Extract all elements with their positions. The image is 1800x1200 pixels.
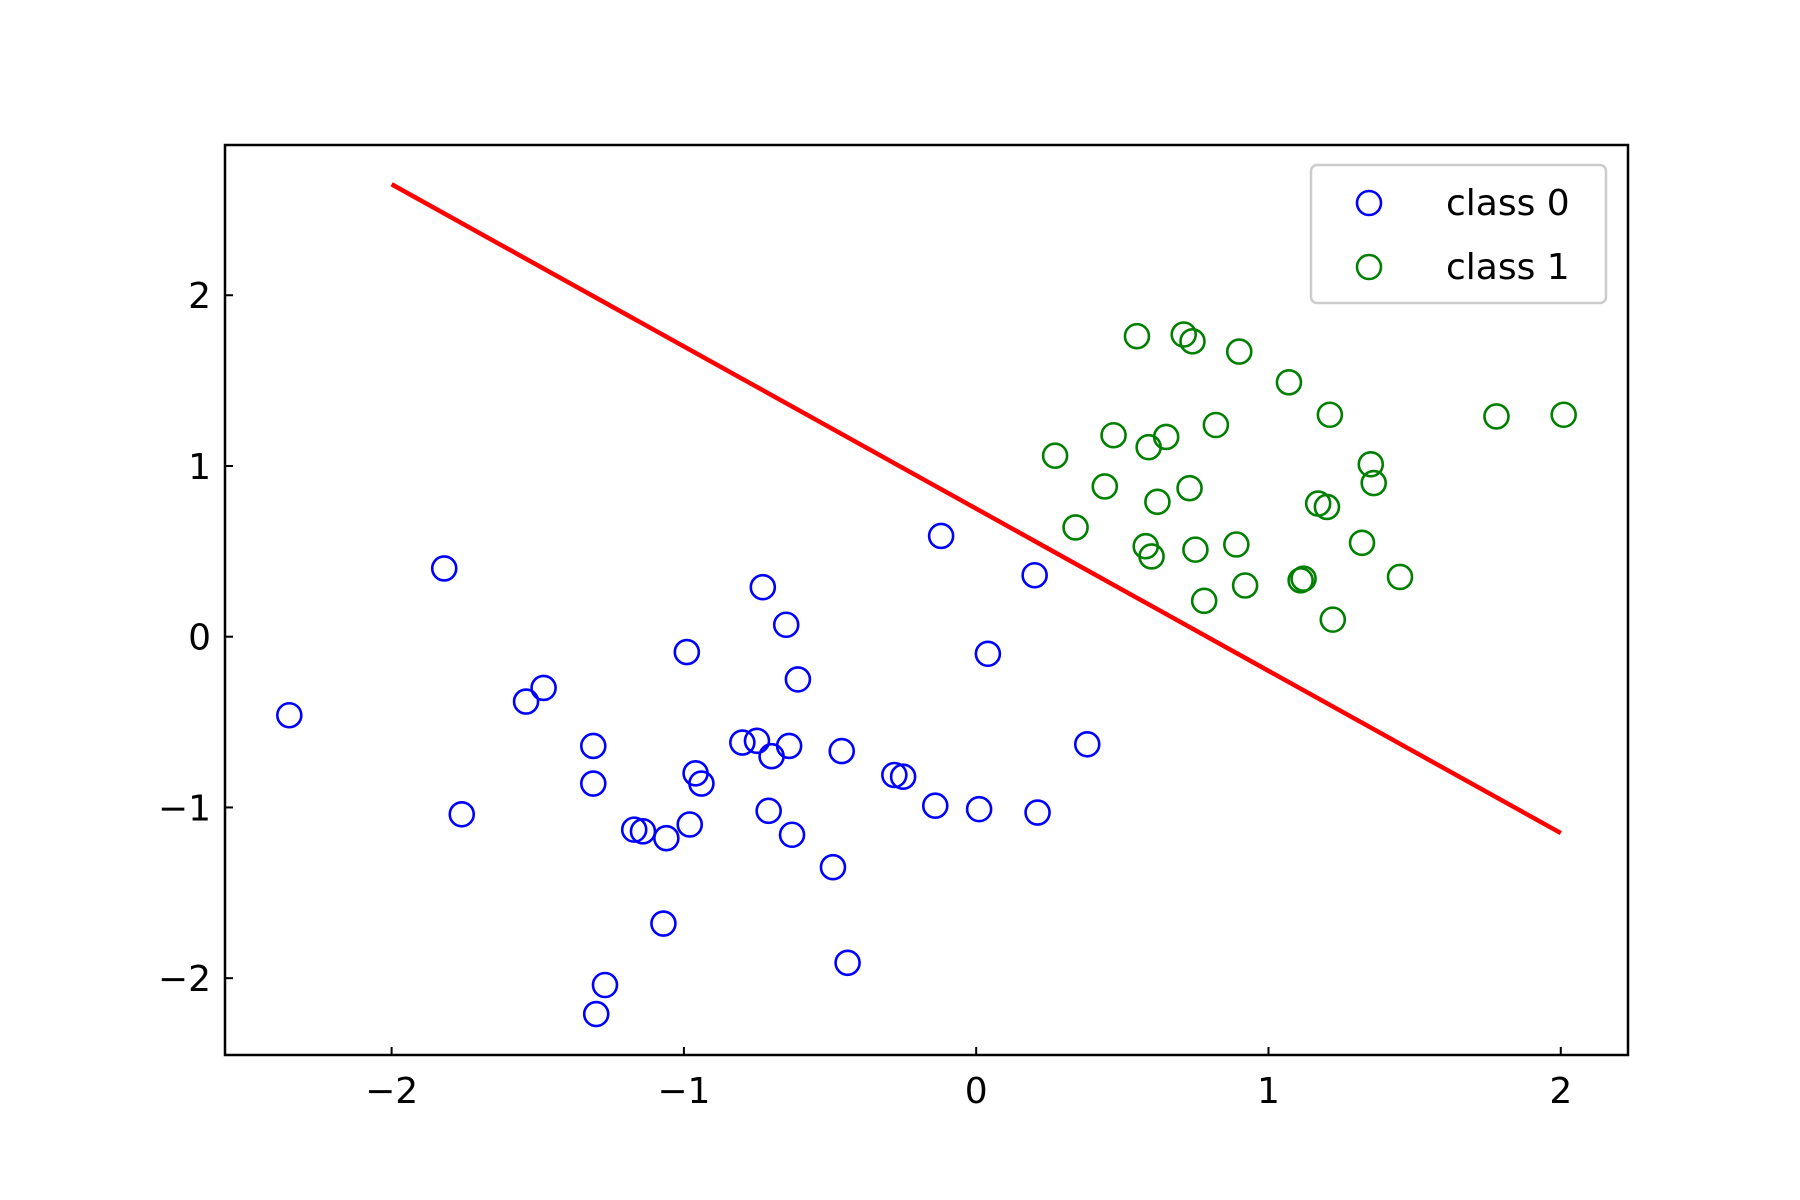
data-point [1190, 587, 1218, 615]
data-point [591, 971, 619, 999]
data-point [965, 795, 993, 823]
data-point [582, 1000, 610, 1028]
data-point [1287, 567, 1314, 594]
data-point [1313, 493, 1341, 521]
x-tick-label: 1 [1257, 1071, 1280, 1112]
data-point [784, 666, 812, 693]
data-point [579, 770, 607, 797]
data-point [1357, 450, 1385, 478]
data-point [921, 792, 949, 820]
legend-marker [1355, 253, 1383, 281]
axis-ticks: −2 −1 0 1 2 2 1 0 −1 −2 [158, 276, 1572, 1112]
data-point [1179, 328, 1206, 355]
data-point [673, 638, 701, 666]
series-0 [276, 522, 1101, 1028]
data-point [1348, 529, 1376, 557]
data-point [743, 727, 771, 755]
decision-boundary-line [390, 182, 1562, 836]
legend-marker [1355, 189, 1383, 217]
data-point [1316, 401, 1344, 429]
data-point [1170, 321, 1198, 348]
x-tick-label: 2 [1549, 1071, 1572, 1112]
data-point [1062, 514, 1089, 541]
data-point [775, 732, 803, 760]
data-point [974, 640, 1002, 668]
data-point [1041, 442, 1069, 470]
data-point [1152, 423, 1180, 451]
data-point [579, 732, 607, 760]
data-point [1182, 536, 1209, 563]
data-point [834, 949, 861, 977]
data-point [688, 770, 715, 797]
y-tick-label: −1 [158, 788, 211, 829]
data-point [650, 910, 677, 937]
data-point [512, 688, 540, 715]
data-point [530, 674, 557, 702]
data-point [755, 797, 782, 825]
data-point [819, 853, 847, 881]
data-point [1202, 411, 1230, 439]
data-point [749, 573, 777, 601]
data-point [881, 761, 908, 789]
data-point [1176, 474, 1203, 502]
data-point [1024, 799, 1051, 826]
data-point [1100, 421, 1127, 449]
data-point [653, 824, 680, 852]
data-point [448, 800, 476, 828]
data-marks [276, 182, 1577, 1028]
series-1 [1041, 321, 1577, 633]
data-point [1123, 322, 1151, 350]
data-point [1225, 338, 1253, 365]
data-point [1223, 531, 1250, 558]
data-point [1144, 488, 1171, 516]
data-point [1386, 563, 1414, 591]
data-point [676, 811, 704, 838]
data-point [1021, 561, 1048, 589]
y-tick-label: 0 [188, 618, 211, 659]
legend-label: class 1 [1446, 247, 1570, 288]
y-tick-label: 2 [188, 276, 211, 317]
data-point [1073, 730, 1101, 758]
data-point [1319, 606, 1347, 633]
data-point [1091, 473, 1119, 500]
data-point [1550, 401, 1577, 429]
data-point [927, 522, 955, 550]
data-point [1275, 369, 1303, 396]
x-tick-label: 0 [965, 1071, 988, 1112]
legend-label: class 0 [1446, 183, 1570, 224]
y-tick-label: 1 [188, 447, 211, 488]
x-tick-label: −2 [365, 1071, 418, 1112]
data-point [1231, 572, 1259, 599]
x-tick-label: −1 [657, 1071, 710, 1112]
data-point [729, 729, 756, 756]
data-point [430, 555, 458, 582]
data-point [1138, 543, 1165, 570]
legend-box [1309, 163, 1608, 305]
data-point [620, 816, 648, 843]
plot-area-frame [223, 143, 1630, 1057]
data-point [1290, 565, 1317, 592]
data-point [889, 763, 917, 791]
data-point [828, 737, 856, 765]
data-point [276, 701, 303, 729]
y-tick-label: −2 [158, 959, 211, 1000]
data-point [1360, 469, 1388, 497]
data-point [1483, 403, 1510, 430]
data-point [778, 821, 806, 849]
data-point [772, 611, 800, 639]
legend: class 0 class 1 [1309, 163, 1608, 305]
